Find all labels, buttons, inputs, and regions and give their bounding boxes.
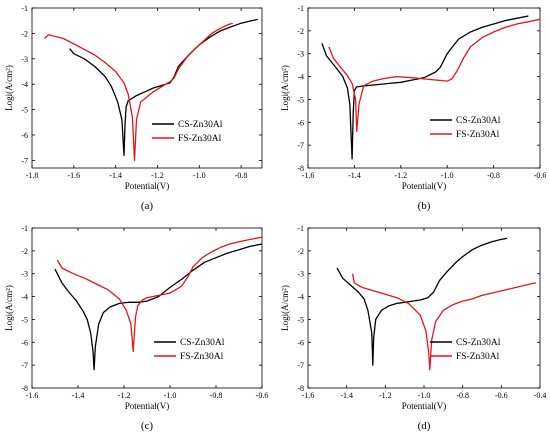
- y-tick-label: -4: [21, 80, 28, 89]
- series-line-cs-zn30al: [336, 237, 508, 366]
- y-tick-label: -5: [297, 315, 304, 324]
- y-axis-label: Logi(A/cm²): [4, 65, 14, 111]
- panel-label: (a): [141, 200, 154, 212]
- x-tick-label: -1.6: [26, 391, 39, 400]
- plot-frame: [31, 7, 263, 169]
- x-tick-label: -0.4: [534, 391, 547, 400]
- y-tick-label: -3: [21, 270, 28, 279]
- series-line-fs-zn30al: [351, 273, 537, 371]
- chart-panel-1: -1.8 -1.6 -1.4 -1.2 -1.0 -0.8 -7 -6 -5 -4 -3 -2 -1 Po…: [4, 4, 263, 212]
- y-tick-label: -6: [297, 338, 304, 347]
- x-axis-label: Potential(V): [402, 181, 447, 191]
- y-tick-label: -1: [21, 4, 28, 13]
- legend-label: FS-Zn30Al: [178, 134, 222, 144]
- y-axis-label: Logi(A/cm²): [280, 65, 290, 111]
- plot-frame: [31, 227, 263, 389]
- x-axis-label: Potential(V): [402, 401, 447, 411]
- x-axis-label: Potential(V): [125, 181, 170, 191]
- y-tick-label: -4: [297, 293, 304, 302]
- y-tick-label: -8: [297, 384, 304, 393]
- chart-panel-4: -1.6 -1.4 -1.2 -1.0 -0.8 -0.6 -0.4 -8 -7 -6 -5 -4 -3…: [280, 224, 546, 432]
- x-tick-label: -0.6: [534, 171, 547, 180]
- x-tick-label: -1.0: [164, 391, 177, 400]
- chart-panel-3: -1.6 -1.4 -1.2 -1.0 -0.8 -0.6 -8 -7 -6 -5 -4 -3 -2 -1…: [4, 224, 268, 432]
- series-line-fs-zn30al: [328, 18, 541, 133]
- y-tick-label: -7: [297, 361, 304, 370]
- series-line-cs-zn30al: [54, 243, 263, 371]
- y-tick-label: -3: [297, 50, 304, 59]
- y-tick-label: -2: [297, 27, 304, 36]
- y-axis-label: Logi(A/cm²): [4, 285, 14, 331]
- y-tick-label: -2: [21, 247, 28, 256]
- panel-label: (b): [418, 200, 431, 212]
- series-line-fs-zn30al: [44, 22, 233, 162]
- y-tick-label: -1: [21, 224, 28, 233]
- x-tick-label: -0.6: [256, 391, 269, 400]
- x-tick-label: -1.2: [394, 171, 407, 180]
- x-tick-label: -1.2: [379, 391, 392, 400]
- y-tick-label: -3: [297, 270, 304, 279]
- x-tick-label: -1.0: [441, 171, 454, 180]
- x-tick-label: -0.8: [487, 171, 500, 180]
- x-tick-label: -1.2: [118, 391, 131, 400]
- x-tick-label: -1.6: [302, 171, 315, 180]
- y-tick-label: -1: [297, 224, 304, 233]
- panel-label: (d): [418, 420, 431, 432]
- x-tick-label: -1.0: [193, 171, 206, 180]
- series-line-cs-zn30al: [69, 18, 258, 156]
- y-tick-label: -8: [297, 164, 304, 173]
- y-tick-label: -6: [21, 131, 28, 140]
- x-tick-label: -0.6: [495, 391, 508, 400]
- series-line-cs-zn30al: [321, 15, 529, 160]
- y-tick-label: -3: [21, 55, 28, 64]
- y-tick-label: -6: [297, 118, 304, 127]
- y-tick-label: -5: [297, 95, 304, 104]
- x-tick-label: -0.8: [210, 391, 223, 400]
- y-tick-label: -2: [297, 247, 304, 256]
- x-tick-label: -0.8: [456, 391, 469, 400]
- x-tick-label: -1.6: [67, 171, 80, 180]
- y-tick-label: -4: [21, 293, 28, 302]
- legend-label: CS-Zn30Al: [180, 338, 225, 348]
- x-tick-label: -0.8: [235, 171, 248, 180]
- y-tick-label: -6: [21, 338, 28, 347]
- x-tick-label: -1.8: [26, 171, 39, 180]
- panel-label: (c): [141, 420, 154, 432]
- chart-panel-2: -1.6 -1.4 -1.2 -1.0 -0.8 -0.6 -8 -7 -6 -5 -4 -3 -2 -1…: [280, 4, 546, 212]
- series-line-fs-zn30al: [56, 236, 263, 353]
- y-tick-label: -5: [21, 106, 28, 115]
- x-tick-label: -1.4: [340, 391, 353, 400]
- y-tick-label: -1: [297, 4, 304, 13]
- plot-frame: [307, 227, 541, 389]
- legend-label: FS-Zn30Al: [456, 130, 500, 140]
- x-tick-label: -1.6: [302, 391, 315, 400]
- y-tick-label: -5: [21, 315, 28, 324]
- plot-frame: [307, 7, 541, 169]
- x-axis-label: Potential(V): [125, 401, 170, 411]
- legend-label: FS-Zn30Al: [180, 352, 224, 362]
- x-tick-label: -1.4: [72, 391, 85, 400]
- y-tick-label: -8: [21, 384, 28, 393]
- x-tick-label: -1.0: [418, 391, 431, 400]
- x-tick-label: -1.4: [348, 171, 361, 180]
- y-axis-label: Logi(A/cm²): [280, 285, 290, 331]
- x-tick-label: -1.2: [151, 171, 164, 180]
- legend-label: FS-Zn30Al: [456, 352, 500, 362]
- y-tick-label: -7: [21, 156, 28, 165]
- y-tick-label: -2: [21, 29, 28, 38]
- legend-label: CS-Zn30Al: [456, 116, 501, 126]
- y-tick-label: -7: [297, 141, 304, 150]
- y-tick-label: -4: [297, 73, 304, 82]
- legend-label: CS-Zn30Al: [456, 338, 501, 348]
- x-tick-label: -1.4: [109, 171, 122, 180]
- legend-label: CS-Zn30Al: [178, 120, 223, 130]
- y-tick-label: -7: [21, 361, 28, 370]
